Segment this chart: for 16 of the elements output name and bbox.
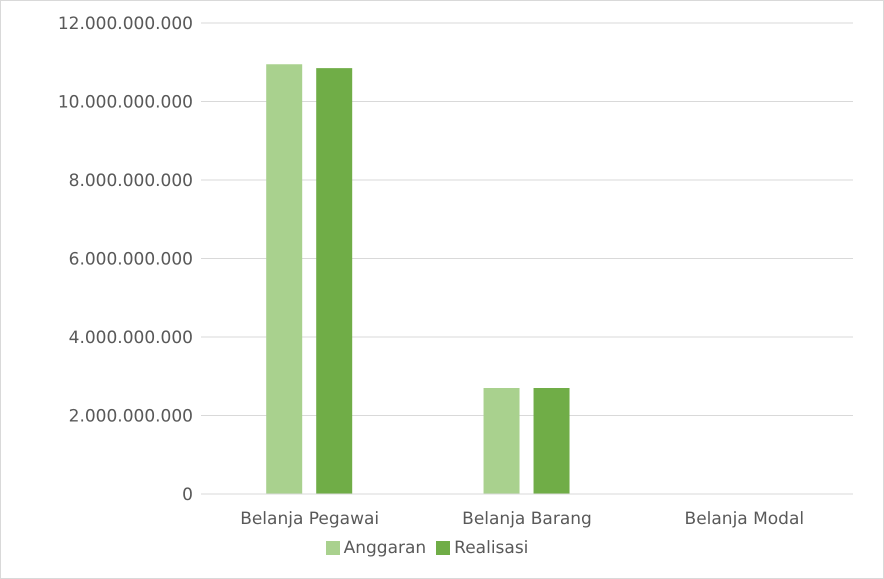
x-tick-label: Belanja Barang [462, 509, 592, 530]
y-tick-label: 8.000.000.000 [68, 171, 193, 192]
bar [534, 388, 570, 494]
legend-label: Realisasi [454, 538, 528, 558]
x-tick-label: Belanja Pegawai [240, 509, 380, 530]
y-tick-label: 10.000.000.000 [58, 92, 193, 113]
y-tick-label: 2.000.000.000 [68, 406, 193, 427]
y-tick-label: 12.000.000.000 [58, 14, 193, 34]
legend-label: Anggaran [344, 538, 426, 558]
y-tick-label: 6.000.000.000 [68, 250, 193, 270]
bar [266, 64, 302, 494]
bar [316, 68, 352, 494]
bar [484, 388, 520, 494]
x-tick-label: Belanja Modal [684, 509, 804, 530]
y-tick-label: 4.000.000.000 [68, 328, 193, 348]
y-tick-label: 0 [182, 485, 193, 506]
